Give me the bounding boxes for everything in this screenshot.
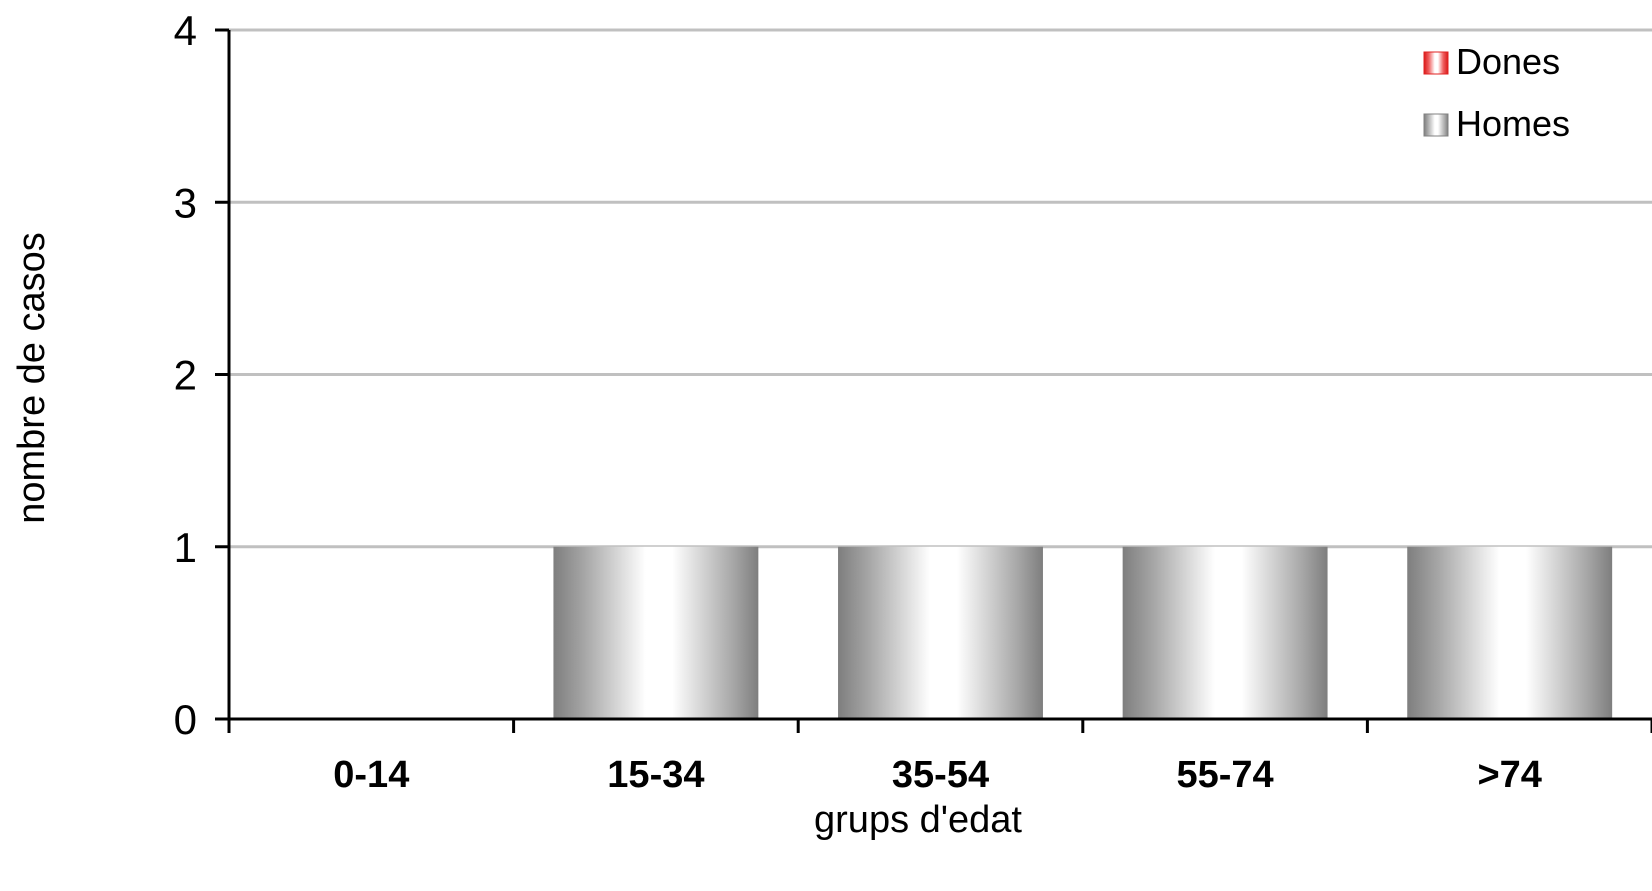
y-tick-label: 4 xyxy=(174,7,197,54)
x-tick-label: 35-54 xyxy=(892,754,989,796)
bar-homes-1 xyxy=(553,546,759,719)
x-axis-title: grups d'edat xyxy=(814,799,1022,841)
y-axis-title: nombre de casos xyxy=(11,232,53,524)
y-tick-label: 1 xyxy=(174,524,197,571)
y-tick-label: 0 xyxy=(174,696,197,743)
legend-label-homes: Homes xyxy=(1456,103,1570,144)
bar-homes-2 xyxy=(838,546,1043,719)
x-tick-label: 0-14 xyxy=(333,754,409,796)
y-tick-label: 3 xyxy=(174,179,197,226)
legend-label-dones: Dones xyxy=(1456,41,1560,82)
bar-homes-3 xyxy=(1122,546,1328,719)
legend-swatch-homes xyxy=(1423,113,1449,137)
x-tick-label: >74 xyxy=(1477,754,1541,796)
y-tick-label: 2 xyxy=(174,352,197,399)
legend: Dones Homes xyxy=(1423,41,1570,144)
bar-homes-4 xyxy=(1407,546,1613,719)
x-tick-label: 15-34 xyxy=(607,754,704,796)
legend-swatch-dones xyxy=(1423,51,1449,75)
x-tick-label: 55-74 xyxy=(1176,754,1273,796)
